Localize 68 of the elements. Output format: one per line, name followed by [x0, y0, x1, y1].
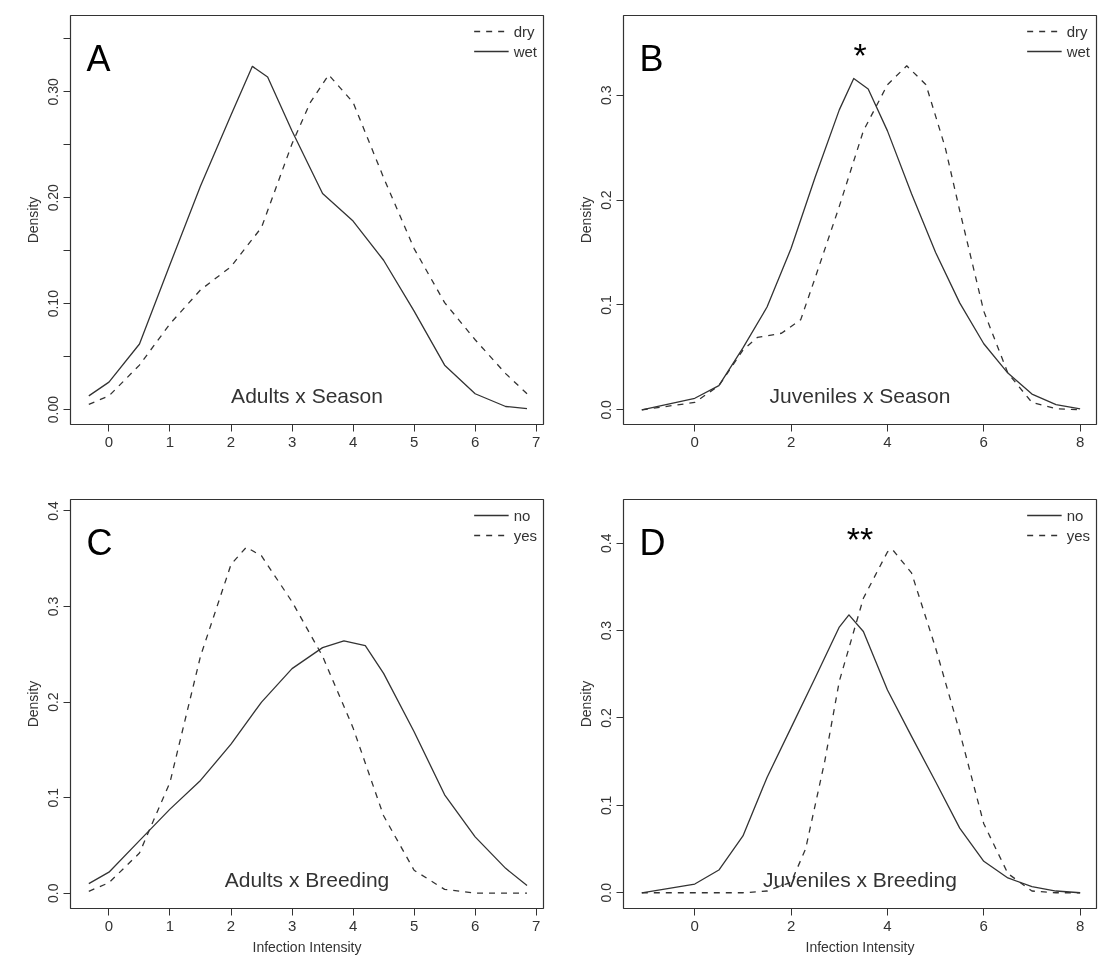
y-tick-label: 0.3 [598, 620, 615, 641]
x-tick-label: 2 [786, 432, 796, 450]
x-tick-label: 6 [470, 916, 480, 934]
y-tick-label: 0.20 [45, 183, 62, 212]
x-tick-label: 5 [409, 916, 419, 934]
x-tick-label: 3 [287, 916, 297, 934]
legend-label: no [513, 506, 532, 524]
legend-label: yes [513, 526, 537, 544]
legend-label: yes [1066, 526, 1090, 544]
y-tick-label: 0.0 [45, 883, 62, 903]
x-tick-label: 2 [226, 432, 236, 450]
y-tick-label: 0.1 [598, 795, 615, 816]
y-axis-title: Density [24, 196, 41, 244]
x-tick-label: 7 [532, 916, 541, 934]
annotation: Juveniles x Season [769, 383, 951, 407]
x-tick-label: 4 [883, 916, 892, 934]
y-axis-title: Density [577, 680, 594, 728]
legend-label: wet [1066, 42, 1090, 60]
x-tick-label: 4 [883, 432, 892, 450]
y-tick-label: 0.4 [45, 501, 62, 521]
annotation: ** [846, 519, 874, 558]
x-tick-label: 0 [690, 432, 699, 450]
x-tick-label: 5 [409, 432, 419, 450]
y-tick-label: 0.1 [45, 787, 62, 808]
y-tick-label: 0.10 [45, 289, 62, 318]
y-tick-label: 0.3 [598, 85, 615, 105]
x-tick-label: 6 [979, 916, 988, 934]
annotation: Adults x Breeding [224, 867, 390, 891]
text: A [86, 37, 111, 79]
legend-label: dry [1066, 22, 1088, 40]
y-axis-title: Density [24, 680, 41, 728]
x-tick-label: 0 [104, 916, 114, 934]
y-tick-label: 0.30 [45, 77, 62, 106]
y-tick-label: 0.2 [45, 692, 62, 712]
x-tick-label: 6 [470, 432, 480, 450]
annotation: Juveniles x Breeding [763, 867, 957, 891]
x-tick-label: 6 [979, 432, 988, 450]
x-tick-label: 0 [690, 916, 699, 934]
y-tick-label: 0.00 [45, 395, 62, 424]
x-tick-label: 8 [1075, 916, 1085, 934]
x-axis-title: Infection Intensity [805, 938, 915, 955]
x-tick-label: 7 [532, 432, 541, 450]
text: B [639, 37, 664, 79]
y-tick-label: 0.1 [598, 295, 615, 315]
x-tick-label: 4 [348, 432, 358, 450]
x-tick-label: 4 [348, 916, 358, 934]
y-axis-title: Density [577, 196, 594, 244]
text: D [639, 521, 666, 563]
annotation: Adults x Season [231, 383, 383, 407]
legend-label: dry [513, 22, 535, 40]
x-tick-label: 1 [165, 916, 175, 934]
y-tick-label: 0.3 [45, 596, 62, 617]
x-axis-title: Infection Intensity [252, 938, 362, 955]
x-tick-label: 3 [287, 432, 297, 450]
x-tick-label: 1 [165, 432, 175, 450]
text: C [86, 521, 113, 563]
annotation: * [853, 35, 867, 74]
x-tick-label: 8 [1075, 432, 1085, 450]
legend-label: wet [513, 42, 537, 60]
y-tick-label: 0.0 [598, 882, 615, 903]
y-tick-label: 0.2 [598, 708, 615, 728]
y-tick-label: 0.4 [598, 533, 615, 553]
x-tick-label: 2 [226, 916, 236, 934]
x-tick-label: 2 [786, 916, 796, 934]
x-tick-label: 0 [104, 432, 114, 450]
y-tick-label: 0.0 [598, 399, 615, 420]
legend-label: no [1066, 506, 1085, 524]
y-tick-label: 0.2 [598, 190, 615, 210]
